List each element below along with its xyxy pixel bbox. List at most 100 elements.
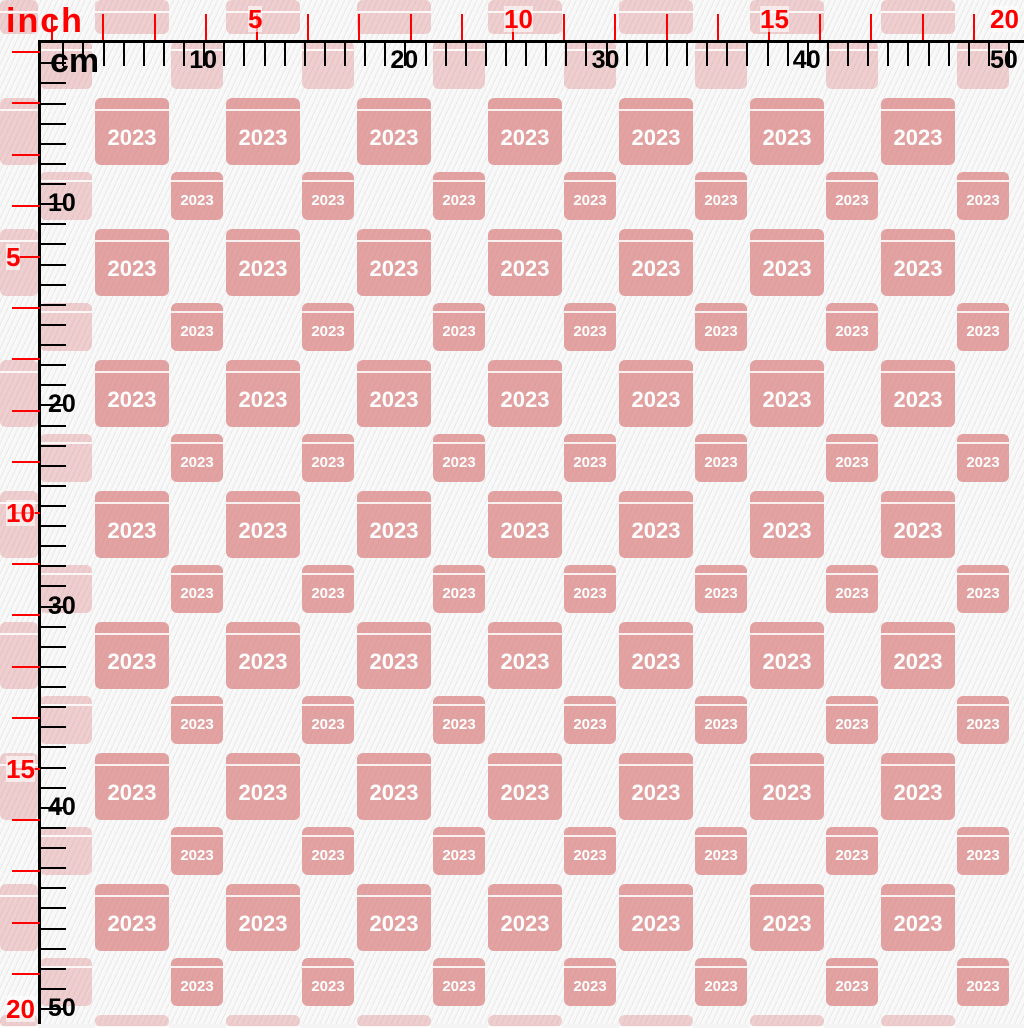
calendar-tile-small: 2023: [826, 565, 878, 613]
left-inch-label: 20: [6, 994, 35, 1024]
top-inch-label: 5: [248, 4, 263, 34]
cm-tick: [545, 40, 548, 66]
calendar-tile-small: 2023: [695, 958, 747, 1006]
cm-tick: [82, 40, 85, 66]
calendar-tile-small: 2023: [433, 434, 485, 482]
calendar-tile-large: 2023: [95, 753, 169, 820]
calendar-tile-small: [302, 41, 354, 89]
calendar-tile-large: [881, 0, 955, 34]
calendar-tile-small: 2023: [433, 958, 485, 1006]
calendar-tile-small: 2023: [564, 434, 616, 482]
inch-tick: [12, 358, 40, 361]
calendar-tile-large: 2023: [488, 98, 562, 165]
cm-tick: [40, 686, 66, 689]
cm-tick: [967, 40, 970, 66]
calendar-tile-large: 2023: [750, 753, 824, 820]
cm-tick: [40, 404, 66, 407]
calendar-tile-small: 2023: [302, 303, 354, 351]
calendar-tile-large: 2023: [881, 491, 955, 558]
calendar-tile-large: 2023: [95, 491, 169, 558]
cm-tick: [40, 82, 66, 85]
inch-tick: [972, 14, 975, 40]
calendar-tile-large: [95, 0, 169, 34]
calendar-tile-small: [40, 696, 92, 744]
calendar-tile-small: [40, 565, 92, 613]
calendar-tile-large: [357, 0, 431, 34]
calendar-tile-large: 2023: [750, 360, 824, 427]
cm-tick: [344, 40, 347, 66]
cm-tick: [40, 887, 66, 890]
left-cm-label: 30: [48, 591, 76, 620]
calendar-tile-small: 2023: [826, 827, 878, 875]
top-cm-label: 40: [792, 46, 821, 74]
cm-tick: [987, 40, 990, 66]
cm-tick: [40, 967, 66, 970]
calendar-tile-small: 2023: [957, 696, 1009, 744]
left-cm-label: 20: [48, 390, 76, 419]
cm-tick: [867, 40, 870, 66]
calendar-tile-large: [0, 622, 38, 689]
inch-tick: [870, 14, 873, 40]
cm-tick: [847, 40, 850, 66]
cm-tick: [40, 545, 66, 548]
inch-tick: [409, 14, 412, 40]
left-inch-label: 5: [6, 242, 21, 272]
calendar-tile-large: 2023: [619, 622, 693, 689]
calendar-tile-small: 2023: [302, 958, 354, 1006]
cm-tick: [40, 565, 66, 568]
calendar-tile-small: 2023: [957, 434, 1009, 482]
calendar-tile-small: 2023: [302, 434, 354, 482]
inch-tick: [563, 14, 566, 40]
cm-tick: [40, 344, 66, 347]
cm-tick: [243, 40, 246, 66]
inch-tick: [12, 563, 40, 566]
calendar-tile-small: 2023: [433, 827, 485, 875]
cm-tick: [826, 40, 829, 66]
calendar-tile-large: 2023: [357, 884, 431, 951]
calendar-tile-small: 2023: [564, 696, 616, 744]
calendar-tile-small: [40, 958, 92, 1006]
cm-tick: [122, 40, 125, 66]
calendar-tile-large: 2023: [357, 753, 431, 820]
cm-tick: [766, 40, 769, 66]
calendar-tile-large: 2023: [619, 884, 693, 951]
inch-tick: [12, 307, 40, 310]
calendar-tile-large: 2023: [95, 884, 169, 951]
cm-tick: [323, 40, 326, 66]
inch-tick: [12, 972, 40, 975]
calendar-tile-large: [226, 0, 300, 34]
cm-tick: [525, 40, 528, 66]
top-cm-label: 10: [189, 46, 217, 74]
cm-tick: [40, 263, 66, 266]
inch-tick: [12, 409, 40, 412]
inch-tick: [204, 14, 207, 40]
cm-tick: [40, 283, 66, 286]
calendar-tile-small: 2023: [957, 958, 1009, 1006]
calendar-tile-small: [40, 434, 92, 482]
calendar-tile-large: [95, 1015, 169, 1028]
top-ruler-line: [40, 40, 1024, 43]
calendar-tile-small: 2023: [564, 172, 616, 220]
calendar-tile-large: 2023: [357, 622, 431, 689]
cm-tick: [786, 40, 789, 66]
cm-tick: [40, 505, 66, 507]
inch-tick: [12, 204, 40, 207]
cm-tick: [645, 40, 648, 66]
calendar-tile-large: 2023: [750, 622, 824, 689]
calendar-tile-large: [881, 1015, 955, 1028]
cm-tick: [384, 40, 387, 66]
top-inch-label: 10: [504, 4, 533, 34]
calendar-tile-large: 2023: [226, 753, 300, 820]
calendar-tile-small: 2023: [433, 565, 485, 613]
calendar-tile-small: 2023: [433, 172, 485, 220]
calendar-tile-small: 2023: [826, 434, 878, 482]
cm-tick: [927, 40, 930, 66]
calendar-tile-large: 2023: [750, 884, 824, 951]
calendar-tile-small: [957, 41, 1009, 89]
cm-tick: [40, 464, 66, 467]
cm-tick: [40, 665, 66, 668]
cm-tick: [263, 40, 266, 66]
calendar-tile-small: 2023: [302, 565, 354, 613]
cm-tick: [183, 40, 186, 66]
cm-tick: [947, 40, 950, 66]
